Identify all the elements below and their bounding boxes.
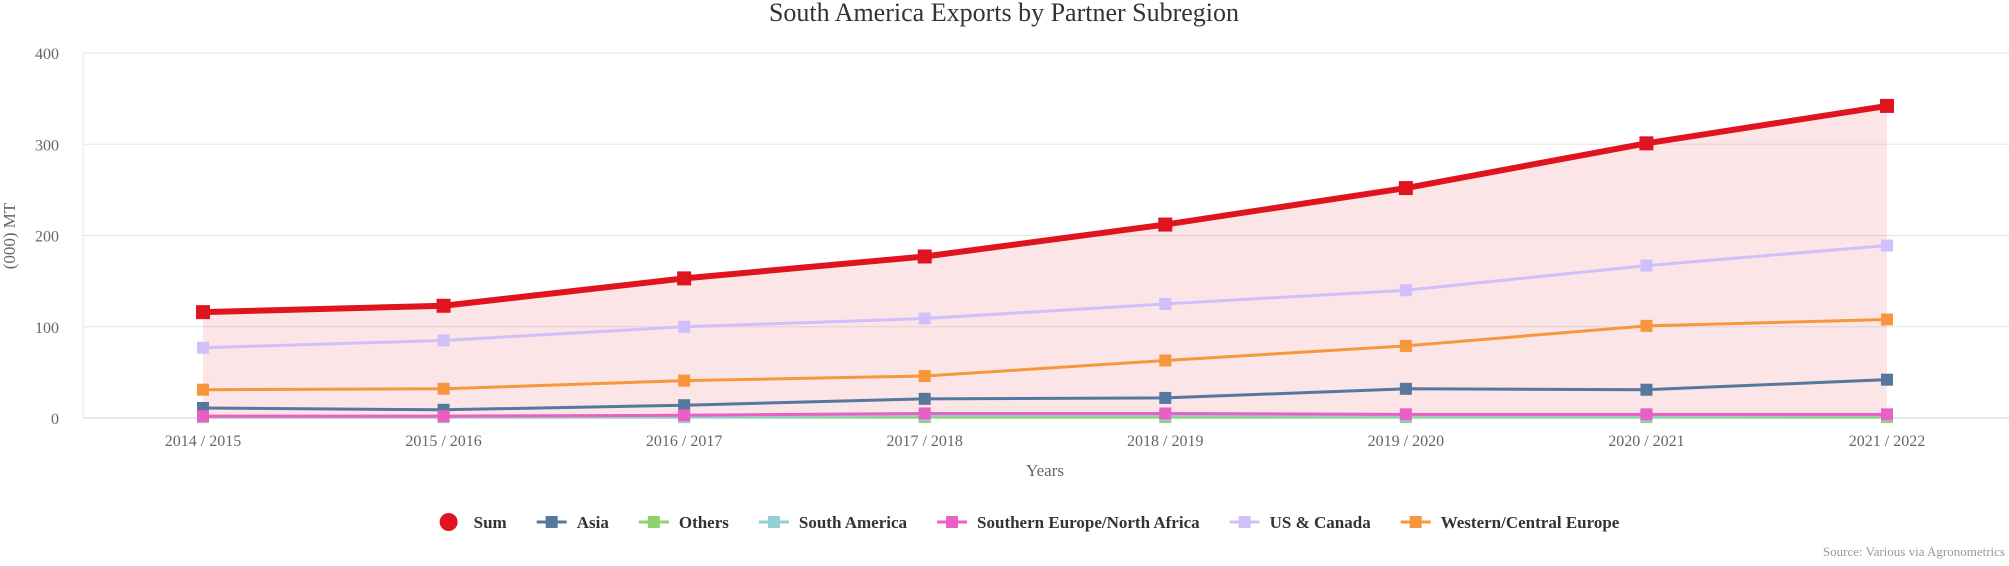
data-point-sum[interactable] <box>677 271 692 286</box>
x-tick-label: 2015 / 2016 <box>405 433 481 450</box>
data-point-southern-europe-north-africa[interactable] <box>437 410 450 423</box>
legend-label: Sum <box>474 513 507 532</box>
x-axis-tick-labels: 2014 / 2015 2015 / 2016 2016 / 2017 2017 / … <box>165 433 1925 450</box>
legend-symbol <box>1409 516 1422 528</box>
series-southern-europe-north-africa[interactable] <box>197 407 1893 423</box>
legend-item-southern-europe-north-africa[interactable]: Southern Europe/North Africa <box>937 513 1200 532</box>
data-point-southern-europe-north-africa[interactable] <box>1399 408 1412 421</box>
legend-label: US & Canada <box>1270 513 1372 532</box>
legend-label: Asia <box>577 513 610 532</box>
y-tick-label: 0 <box>51 411 59 428</box>
series-line-asia <box>201 378 1889 412</box>
data-point-southern-europe-north-africa[interactable] <box>678 409 691 422</box>
legend-label: Western/Central Europe <box>1441 513 1620 532</box>
x-tick-label: 2016 / 2017 <box>646 433 722 450</box>
x-axis-title: Years <box>1026 461 1064 480</box>
x-tick-label: 2014 / 2015 <box>165 433 241 450</box>
y-axis-title: (000) MT <box>0 202 19 269</box>
data-point-southern-europe-north-africa[interactable] <box>197 410 209 423</box>
data-point-asia[interactable] <box>1399 382 1412 395</box>
source-credit: Source: Various via Agronometrics <box>1823 544 2005 559</box>
data-point-asia[interactable] <box>1640 383 1653 396</box>
series-line-sum <box>200 102 1890 316</box>
data-point-sum[interactable] <box>1158 217 1173 232</box>
legend-symbol <box>545 516 558 528</box>
legend-label: South America <box>799 513 908 532</box>
data-point-sum[interactable] <box>196 305 210 320</box>
data-point-southern-europe-north-africa[interactable] <box>918 407 931 420</box>
x-tick-label: 2017 / 2018 <box>886 433 962 450</box>
legend-label: Southern Europe/North Africa <box>977 513 1200 532</box>
legend-item-south-america[interactable]: South America <box>758 513 908 532</box>
legend-symbol <box>1238 516 1251 528</box>
y-tick-label: 200 <box>35 229 59 246</box>
data-point-sum[interactable] <box>1398 181 1413 196</box>
data-point-western-central-europe[interactable] <box>197 383 209 396</box>
data-point-western-central-europe[interactable] <box>918 370 931 383</box>
y-tick-label: 300 <box>35 137 59 154</box>
data-point-sum[interactable] <box>1639 136 1654 151</box>
y-axis-tick-labels: 0 100 200 300 400 <box>35 46 59 428</box>
legend-item-others[interactable]: Others <box>638 513 729 532</box>
data-point-southern-europe-north-africa[interactable] <box>1640 408 1653 421</box>
data-point-asia[interactable] <box>918 392 931 405</box>
data-point-western-central-europe[interactable] <box>1399 339 1412 352</box>
data-point-sum[interactable] <box>917 249 932 264</box>
legend-symbol <box>439 513 458 531</box>
legend-symbol <box>647 516 660 528</box>
data-point-asia[interactable] <box>1881 373 1893 386</box>
data-point-us-canada[interactable] <box>1159 297 1172 310</box>
data-point-asia[interactable] <box>1159 391 1172 404</box>
data-point-western-central-europe[interactable] <box>1881 313 1893 326</box>
data-point-southern-europe-north-africa[interactable] <box>1881 408 1893 421</box>
legend-symbol <box>767 516 780 528</box>
data-point-western-central-europe[interactable] <box>1640 319 1653 332</box>
data-point-us-canada[interactable] <box>1881 239 1893 252</box>
series-line-southern-europe-north-africa <box>201 411 1889 418</box>
legend-label: Others <box>679 513 729 532</box>
data-point-western-central-europe[interactable] <box>1159 354 1172 367</box>
data-point-us-canada[interactable] <box>437 334 450 347</box>
data-point-us-canada[interactable] <box>1399 284 1412 297</box>
x-tick-label: 2019 / 2020 <box>1368 433 1444 450</box>
series-line-western-central-europe <box>201 317 1889 392</box>
x-tick-label: 2021 / 2022 <box>1849 433 1925 450</box>
legend[interactable]: Sum Asia Others South America Southern Europ… <box>439 513 1620 532</box>
data-point-sum[interactable] <box>436 298 451 313</box>
legend-item-western-central-europe[interactable]: Western/Central Europe <box>1400 513 1620 532</box>
chart-title: South America Exports by Partner Subregi… <box>769 0 1239 27</box>
x-tick-label: 2020 / 2021 <box>1608 433 1684 450</box>
x-tick-label: 2018 / 2019 <box>1127 433 1203 450</box>
data-point-southern-europe-north-africa[interactable] <box>1159 407 1172 420</box>
data-point-us-canada[interactable] <box>1640 259 1653 272</box>
series-us-canada[interactable] <box>197 239 1893 354</box>
legend-item-asia[interactable]: Asia <box>536 513 610 532</box>
legend-item-sum[interactable]: Sum <box>439 513 507 532</box>
y-tick-label: 400 <box>35 46 59 63</box>
sum-area <box>203 105 1887 419</box>
series-lines <box>196 98 1894 424</box>
series-sum[interactable] <box>196 98 1894 320</box>
series-line-us-canada <box>201 244 1889 350</box>
legend-symbol <box>946 516 959 528</box>
sum-area-fill <box>203 105 1887 419</box>
data-point-western-central-europe[interactable] <box>678 374 691 387</box>
legend-item-us-canada[interactable]: US & Canada <box>1229 513 1372 532</box>
series-western-central-europe[interactable] <box>197 313 1893 396</box>
data-point-western-central-europe[interactable] <box>437 382 450 395</box>
data-point-us-canada[interactable] <box>197 341 209 354</box>
data-point-asia[interactable] <box>678 399 691 412</box>
data-point-sum[interactable] <box>1880 98 1894 113</box>
data-point-us-canada[interactable] <box>678 320 691 333</box>
y-tick-label: 100 <box>35 320 59 337</box>
data-point-us-canada[interactable] <box>918 312 931 325</box>
